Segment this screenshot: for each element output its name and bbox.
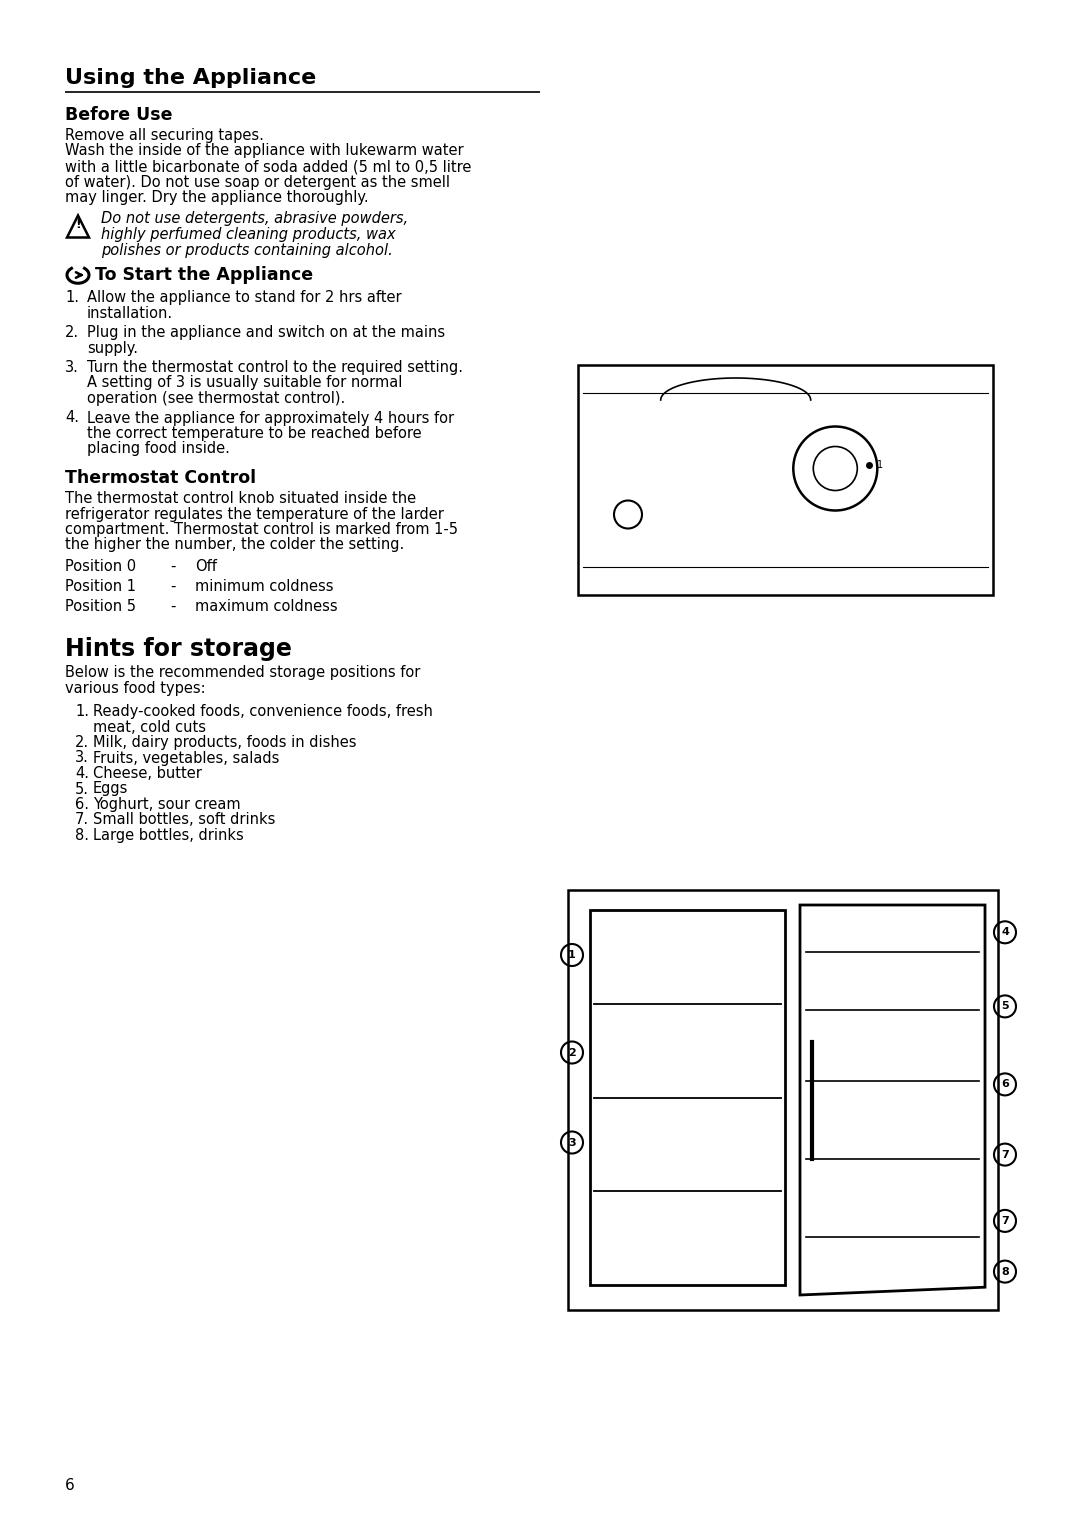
Text: 5.: 5. bbox=[75, 781, 89, 796]
Text: Position 1: Position 1 bbox=[65, 579, 136, 594]
Text: 1: 1 bbox=[568, 950, 576, 960]
Text: 4: 4 bbox=[1001, 927, 1009, 937]
Text: 6.: 6. bbox=[75, 798, 89, 811]
Text: Plug in the appliance and switch on at the mains: Plug in the appliance and switch on at t… bbox=[87, 325, 445, 341]
Text: highly perfumed cleaning products, wax: highly perfumed cleaning products, wax bbox=[102, 228, 395, 241]
Text: 1.: 1. bbox=[65, 290, 79, 306]
Text: 7: 7 bbox=[1001, 1216, 1009, 1225]
Text: Thermostat Control: Thermostat Control bbox=[65, 469, 256, 487]
Text: Fruits, vegetables, salads: Fruits, vegetables, salads bbox=[93, 750, 280, 766]
Text: operation (see thermostat control).: operation (see thermostat control). bbox=[87, 391, 346, 406]
Text: 1.: 1. bbox=[75, 704, 89, 720]
Text: 7.: 7. bbox=[75, 813, 90, 828]
Text: 8.: 8. bbox=[75, 828, 89, 843]
Bar bbox=[568, 889, 998, 1309]
Text: 3: 3 bbox=[568, 1137, 576, 1148]
Text: !: ! bbox=[76, 219, 81, 232]
Text: Position 0: Position 0 bbox=[65, 559, 136, 575]
Text: 3.: 3. bbox=[75, 750, 89, 766]
Bar bbox=[590, 911, 785, 1285]
Text: Small bottles, soft drinks: Small bottles, soft drinks bbox=[93, 813, 275, 828]
Text: Wash the inside of the appliance with lukewarm water: Wash the inside of the appliance with lu… bbox=[65, 144, 463, 159]
Text: To Start the Appliance: To Start the Appliance bbox=[95, 266, 313, 284]
Text: Position 5: Position 5 bbox=[65, 599, 136, 614]
Text: may linger. Dry the appliance thoroughly.: may linger. Dry the appliance thoroughly… bbox=[65, 189, 368, 205]
Bar bbox=[578, 365, 993, 594]
Text: 4.: 4. bbox=[65, 411, 79, 425]
Text: -: - bbox=[170, 579, 175, 594]
Text: 7: 7 bbox=[1001, 1149, 1009, 1160]
Text: Hints for storage: Hints for storage bbox=[65, 637, 292, 662]
Text: 2: 2 bbox=[568, 1048, 576, 1057]
Text: refrigerator regulates the temperature of the larder: refrigerator regulates the temperature o… bbox=[65, 506, 444, 521]
Text: Below is the recommended storage positions for: Below is the recommended storage positio… bbox=[65, 665, 420, 680]
Text: Allow the appliance to stand for 2 hrs after: Allow the appliance to stand for 2 hrs a… bbox=[87, 290, 402, 306]
Text: the higher the number, the colder the setting.: the higher the number, the colder the se… bbox=[65, 538, 404, 553]
Text: Cheese, butter: Cheese, butter bbox=[93, 766, 202, 781]
Text: Milk, dairy products, foods in dishes: Milk, dairy products, foods in dishes bbox=[93, 735, 356, 750]
Text: maximum coldness: maximum coldness bbox=[195, 599, 338, 614]
Text: Ready-cooked foods, convenience foods, fresh: Ready-cooked foods, convenience foods, f… bbox=[93, 704, 433, 720]
Text: the correct temperature to be reached before: the correct temperature to be reached be… bbox=[87, 426, 421, 442]
Text: Off: Off bbox=[195, 559, 217, 575]
Text: installation.: installation. bbox=[87, 306, 173, 321]
Text: Eggs: Eggs bbox=[93, 781, 129, 796]
Text: 5: 5 bbox=[1001, 1001, 1009, 1012]
Text: 4.: 4. bbox=[75, 766, 89, 781]
Text: Large bottles, drinks: Large bottles, drinks bbox=[93, 828, 244, 843]
Text: placing food inside.: placing food inside. bbox=[87, 442, 230, 457]
Text: 2.: 2. bbox=[65, 325, 79, 341]
Text: 2.: 2. bbox=[75, 735, 90, 750]
Text: Do not use detergents, abrasive powders,: Do not use detergents, abrasive powders, bbox=[102, 211, 408, 226]
Text: The thermostat control knob situated inside the: The thermostat control knob situated ins… bbox=[65, 490, 416, 506]
Text: meat, cold cuts: meat, cold cuts bbox=[93, 720, 206, 735]
Text: -: - bbox=[170, 599, 175, 614]
Text: 1: 1 bbox=[877, 460, 883, 471]
Text: 6: 6 bbox=[65, 1478, 75, 1493]
Text: of water). Do not use soap or detergent as the smell: of water). Do not use soap or detergent … bbox=[65, 174, 450, 189]
Text: 8: 8 bbox=[1001, 1267, 1009, 1276]
Text: Using the Appliance: Using the Appliance bbox=[65, 69, 316, 89]
Text: various food types:: various food types: bbox=[65, 680, 205, 695]
Text: -: - bbox=[170, 559, 175, 575]
Text: Turn the thermostat control to the required setting.: Turn the thermostat control to the requi… bbox=[87, 361, 463, 374]
Text: supply.: supply. bbox=[87, 341, 138, 356]
Text: Before Use: Before Use bbox=[65, 105, 173, 124]
Text: A setting of 3 is usually suitable for normal: A setting of 3 is usually suitable for n… bbox=[87, 376, 403, 391]
Text: with a little bicarbonate of soda added (5 ml to 0,5 litre: with a little bicarbonate of soda added … bbox=[65, 159, 471, 174]
Text: Remove all securing tapes.: Remove all securing tapes. bbox=[65, 128, 264, 144]
Text: 6: 6 bbox=[1001, 1079, 1009, 1089]
Text: minimum coldness: minimum coldness bbox=[195, 579, 334, 594]
Text: 3.: 3. bbox=[65, 361, 79, 374]
Text: Yoghurt, sour cream: Yoghurt, sour cream bbox=[93, 798, 241, 811]
Text: polishes or products containing alcohol.: polishes or products containing alcohol. bbox=[102, 243, 393, 258]
Text: compartment. Thermostat control is marked from 1-5: compartment. Thermostat control is marke… bbox=[65, 523, 458, 536]
Text: Leave the appliance for approximately 4 hours for: Leave the appliance for approximately 4 … bbox=[87, 411, 454, 425]
